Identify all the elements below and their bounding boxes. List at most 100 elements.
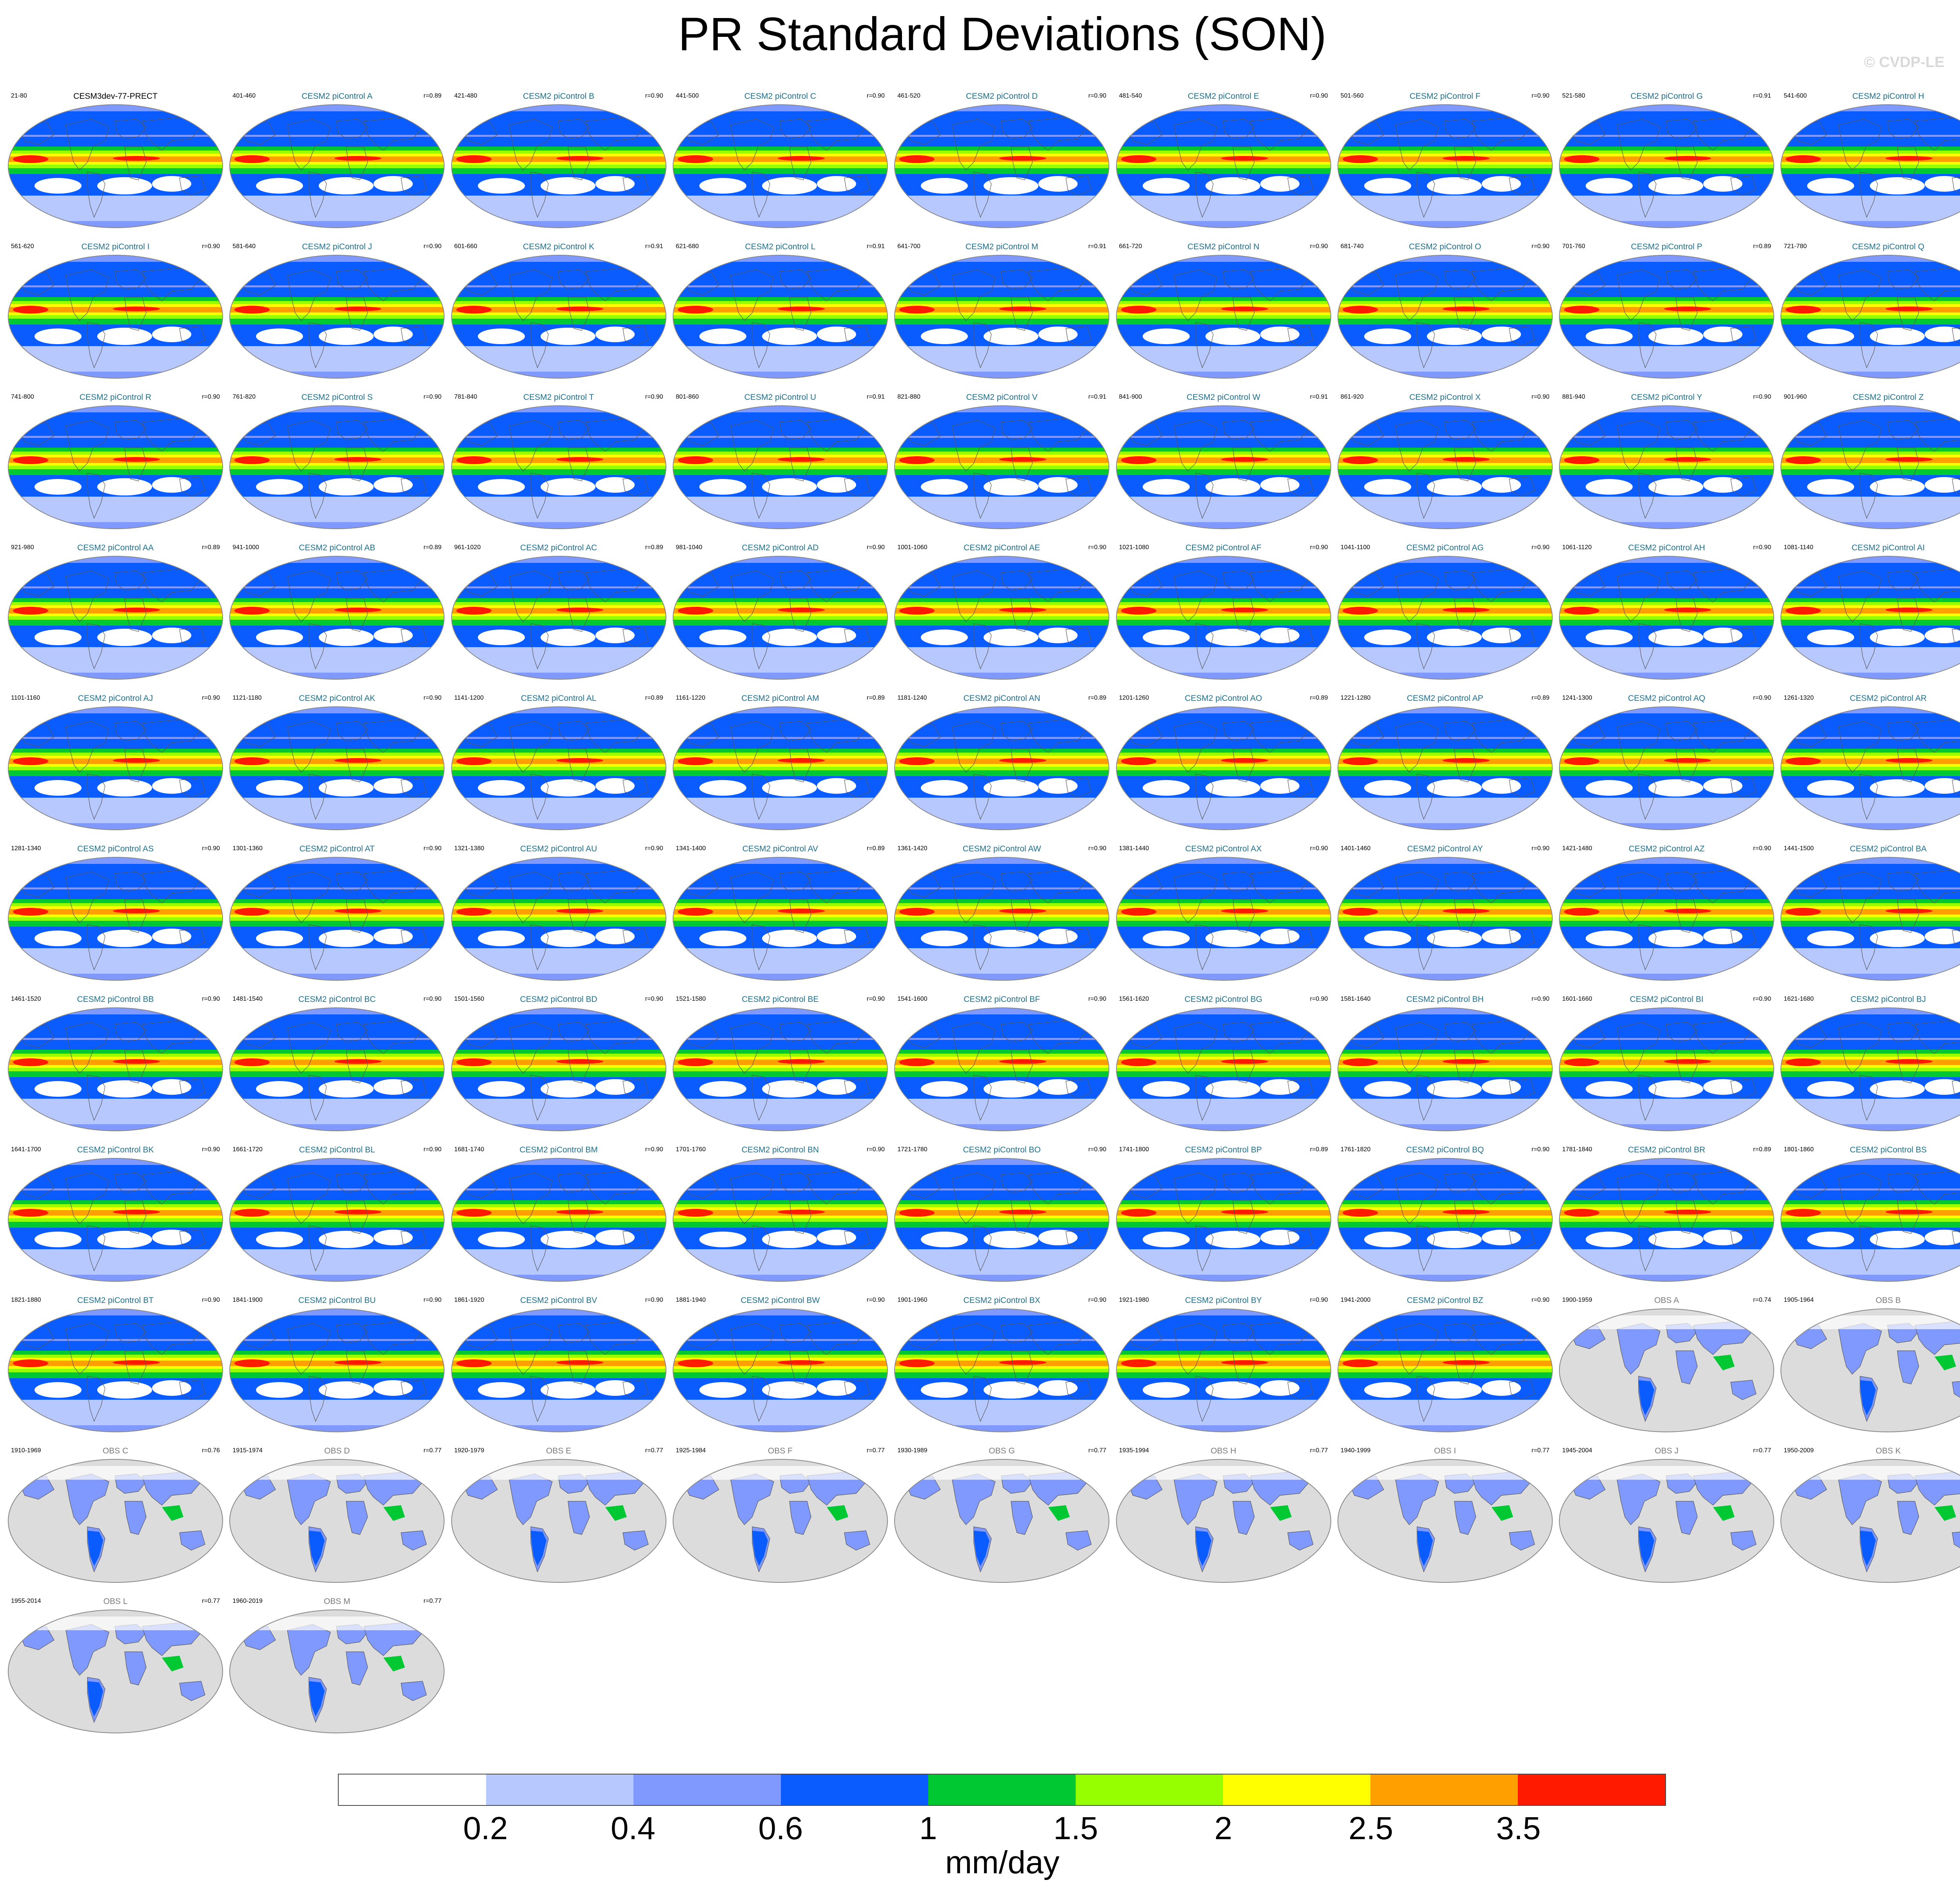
panel-correlation: r=0.89	[202, 544, 220, 551]
map-plot	[894, 1007, 1110, 1131]
colorbar-tick-label: 0.2	[463, 1811, 508, 1846]
panel-correlation: r=0.90	[1531, 93, 1550, 99]
map-plot	[894, 1308, 1110, 1432]
map-panel: 941-1000 CESM2 piControl AB r=0.89	[229, 542, 445, 682]
map-plot	[1559, 104, 1775, 228]
map-plot	[1337, 1459, 1553, 1583]
map-outline	[229, 255, 445, 379]
map-plot	[1559, 405, 1775, 529]
panel-title: CESM2 piControl AH	[1628, 543, 1705, 552]
map-panel: 1141-1200 CESM2 piControl AL r=0.89	[450, 693, 667, 832]
panel-correlation: r=0.77	[423, 1598, 442, 1604]
map-outline	[672, 706, 888, 830]
colorbar-box	[1518, 1774, 1665, 1805]
panel-correlation: r=0.89	[1310, 1146, 1328, 1153]
map-panel: 1915-1974 OBS D r=0.77	[229, 1446, 445, 1585]
panel-correlation: r=0.91	[867, 243, 885, 250]
map-outline	[229, 556, 445, 680]
map-plot	[1337, 405, 1553, 529]
map-outline	[1559, 1158, 1775, 1282]
map-panel: 581-640 CESM2 piControl J r=0.90	[229, 241, 445, 381]
panel-correlation: r=0.89	[1753, 1146, 1771, 1153]
map-outline	[894, 405, 1110, 529]
map-plot	[672, 706, 888, 830]
map-panel: 1940-1999 OBS I r=0.77	[1337, 1446, 1553, 1585]
panel-period: 1101-1160	[11, 695, 40, 701]
panel-correlation: r=0.90	[645, 845, 663, 852]
panel-correlation: r=0.90	[867, 1146, 885, 1153]
panel-correlation: r=0.90	[1310, 845, 1328, 852]
panel-title: CESM2 piControl AL	[521, 694, 597, 703]
panel-period: 1401-1460	[1340, 845, 1371, 852]
panel-period: 901-960	[1784, 394, 1807, 400]
panel-period: 1361-1420	[897, 845, 927, 852]
panel-title: CESM2 piControl AE	[964, 543, 1040, 552]
panel-period: 1925-1984	[675, 1447, 706, 1454]
panel-period: 1341-1400	[675, 845, 706, 852]
panel-period: 1161-1220	[675, 695, 706, 701]
map-panel: 1960-2019 OBS M r=0.77	[229, 1596, 445, 1735]
map-plot	[451, 1459, 666, 1583]
map-plot	[1780, 857, 1960, 981]
panel-correlation: r=0.77	[1310, 1447, 1328, 1454]
map-outline	[1780, 1459, 1960, 1583]
panel-title: CESM2 piControl L	[745, 242, 816, 251]
panel-period: 921-980	[11, 544, 34, 551]
colorbar-box	[1076, 1774, 1223, 1805]
map-plot	[451, 104, 666, 228]
map-panel: 1361-1420 CESM2 piControl AW r=0.90	[893, 844, 1110, 983]
panel-title: CESM2 piControl T	[523, 393, 594, 402]
map-outline	[1337, 405, 1553, 529]
panel-period: 1421-1480	[1562, 845, 1592, 852]
map-panel: 1201-1260 CESM2 piControl AO r=0.89	[1115, 693, 1332, 832]
map-plot	[1337, 556, 1553, 680]
panel-title: CESM2 piControl AW	[962, 844, 1041, 853]
map-plot	[894, 405, 1110, 529]
panel-period: 1281-1340	[11, 845, 41, 852]
panel-title: CESM2 piControl AA	[77, 543, 154, 552]
map-panel: 1935-1994 OBS H r=0.77	[1115, 1446, 1332, 1585]
map-plot	[8, 405, 223, 529]
map-plot	[672, 857, 888, 981]
map-plot	[451, 1308, 666, 1432]
map-outline	[451, 104, 666, 228]
map-plot	[451, 857, 666, 981]
panel-period: 581-640	[232, 243, 256, 250]
map-panel: 1955-2014 OBS L r=0.77	[7, 1596, 224, 1735]
panel-title: OBS H	[1210, 1446, 1236, 1455]
map-outline	[1116, 1158, 1331, 1282]
map-plot	[1780, 556, 1960, 680]
map-outline	[8, 1308, 223, 1432]
map-panel: 1945-2004 OBS J r=0.77	[1558, 1446, 1775, 1585]
map-plot	[1559, 1007, 1775, 1131]
panel-title: CESM2 piControl M	[965, 242, 1038, 251]
map-outline	[1337, 255, 1553, 379]
panel-title: CESM2 piControl I	[81, 242, 150, 251]
panel-period: 601-660	[454, 243, 477, 250]
panel-correlation: r=0.77	[202, 1598, 220, 1604]
panel-title: OBS E	[546, 1446, 572, 1455]
colorbar	[338, 1774, 1666, 1806]
panel-correlation: r=0.77	[1088, 1447, 1107, 1454]
map-plot	[229, 857, 445, 981]
map-outline	[1559, 1007, 1775, 1131]
panel-title: CESM2 piControl BD	[520, 995, 597, 1004]
panel-period: 941-1000	[232, 544, 259, 551]
map-panel: 1601-1660 CESM2 piControl BI r=0.90	[1558, 994, 1775, 1133]
map-plot	[894, 1158, 1110, 1282]
panel-correlation: r=0.90	[867, 996, 885, 1002]
panel-period: 1041-1100	[1340, 544, 1370, 551]
panel-title: CESM2 piControl AS	[77, 844, 154, 853]
panel-correlation: r=0.89	[1088, 695, 1107, 701]
panel-period: 1960-2019	[232, 1598, 263, 1604]
panel-title: CESM2 piControl BK	[77, 1145, 154, 1154]
panel-period: 861-920	[1340, 394, 1364, 400]
map-panel: 1501-1560 CESM2 piControl BD r=0.90	[450, 994, 667, 1133]
panel-correlation: r=0.89	[423, 93, 442, 99]
panel-title: CESM2 piControl AC	[520, 543, 597, 552]
map-panel: 1641-1700 CESM2 piControl BK r=0.90	[7, 1145, 224, 1284]
map-outline	[1780, 255, 1960, 379]
panel-period: 1261-1320	[1784, 695, 1814, 701]
